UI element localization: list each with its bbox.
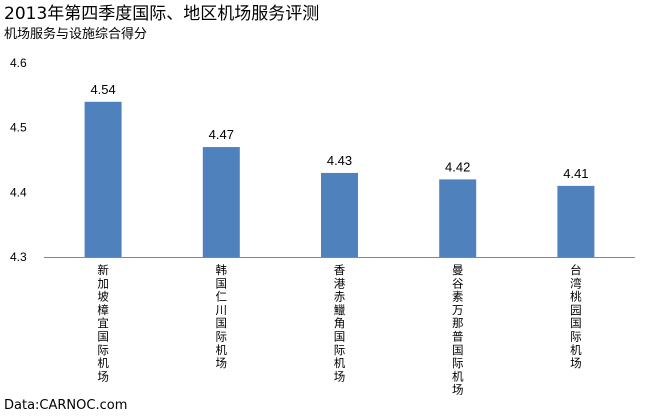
bar	[557, 185, 595, 257]
chart-title: 2013年第四季度国际、地区机场服务评测	[4, 4, 320, 24]
category-label: 曼谷素万那普国际机场	[452, 263, 464, 397]
data-label: 4.43	[327, 153, 352, 168]
y-tick-label: 4.3	[10, 250, 27, 264]
y-tick-label: 4.6	[10, 56, 27, 70]
y-tick-label: 4.5	[10, 121, 27, 135]
bar	[84, 101, 122, 257]
category-label: 香港赤鱲角国际机场	[334, 263, 346, 383]
data-label: 4.41	[563, 166, 588, 181]
bar	[321, 172, 358, 257]
bar	[439, 179, 477, 257]
data-label: 4.42	[445, 159, 470, 174]
bar	[202, 147, 240, 257]
y-tick-label: 4.4	[10, 185, 27, 199]
category-label: 韩国仁川国际机场	[216, 263, 228, 370]
category-label: 台湾桃园国际机场	[570, 263, 582, 370]
data-label: 4.54	[90, 82, 115, 97]
data-label: 4.47	[209, 127, 234, 142]
data-source: Data:CARNOC.com	[4, 398, 128, 413]
category-label: 新加坡樟宜国际机场	[97, 263, 109, 383]
chart-subtitle: 机场服务与设施综合得分	[4, 27, 148, 42]
